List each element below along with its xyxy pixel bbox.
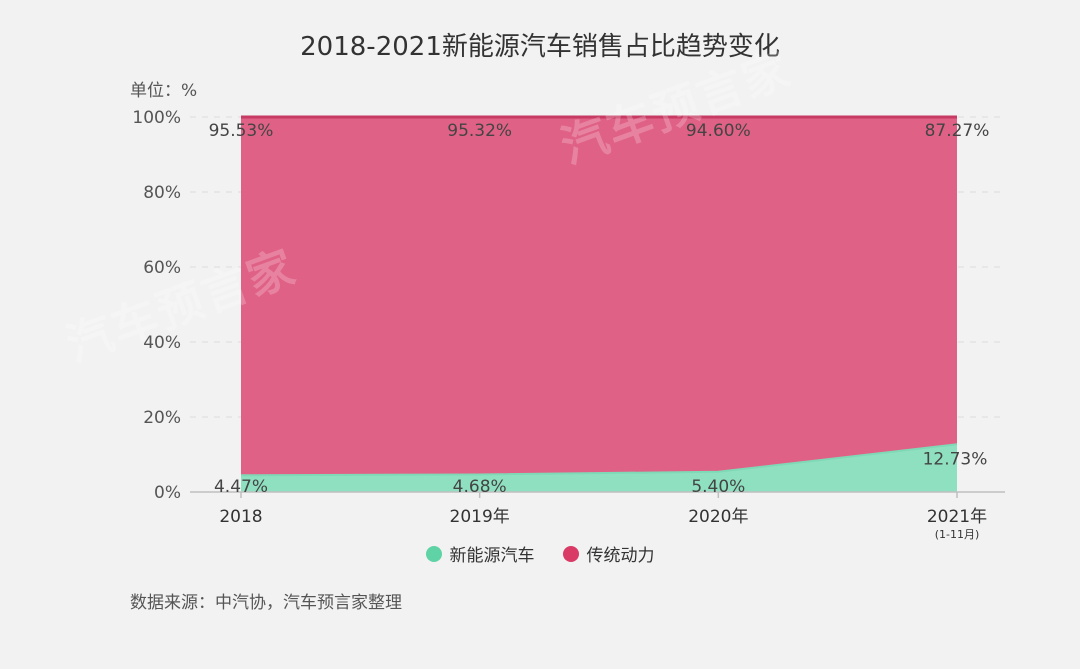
legend-label-nev: 新能源汽车 (449, 546, 535, 566)
data-label-traditional: 87.27% (925, 121, 990, 141)
data-label-nev: 5.40% (691, 477, 745, 497)
data-label-traditional: 95.53% (209, 121, 274, 141)
y-tick-label: 0% (154, 483, 181, 503)
x-tick-label: 2019年 (450, 507, 510, 527)
legend-label-traditional: 传统动力 (586, 546, 655, 566)
area-nev (241, 444, 957, 492)
unit-label: 单位：% (130, 81, 198, 101)
chart-legend: 新能源汽车 传统动力 (0, 541, 1080, 566)
legend-marker-nev (425, 545, 442, 562)
x-tick-sublabel: (1-11月) (935, 528, 980, 541)
data-label-traditional: 94.60% (686, 121, 751, 141)
x-tick-label: 2021年 (927, 507, 987, 527)
y-tick-label: 60% (143, 258, 181, 278)
y-tick-label: 20% (143, 408, 181, 428)
x-tick-label: 2020年 (688, 507, 748, 527)
area-traditional (241, 117, 957, 476)
y-tick-label: 80% (143, 183, 181, 203)
y-tick-label: 40% (143, 333, 181, 353)
legend-marker-traditional (562, 545, 579, 562)
line-nev (240, 443, 958, 477)
data-label-traditional: 95.32% (447, 121, 512, 141)
legend-item-traditional[interactable]: 传统动力 (562, 541, 655, 566)
data-source: 数据来源：中汽协，汽车预言家整理 (130, 593, 402, 613)
x-tick-label: 2018 (219, 507, 262, 527)
y-tick-label: 100% (132, 108, 181, 128)
legend-item-nev[interactable]: 新能源汽车 (425, 541, 535, 566)
chart-title: 2018-2021新能源汽车销售占比趋势变化 (300, 32, 780, 62)
data-label-nev: 4.68% (453, 477, 507, 497)
data-label-nev: 12.73% (923, 449, 988, 469)
data-label-nev: 4.47% (214, 477, 268, 497)
